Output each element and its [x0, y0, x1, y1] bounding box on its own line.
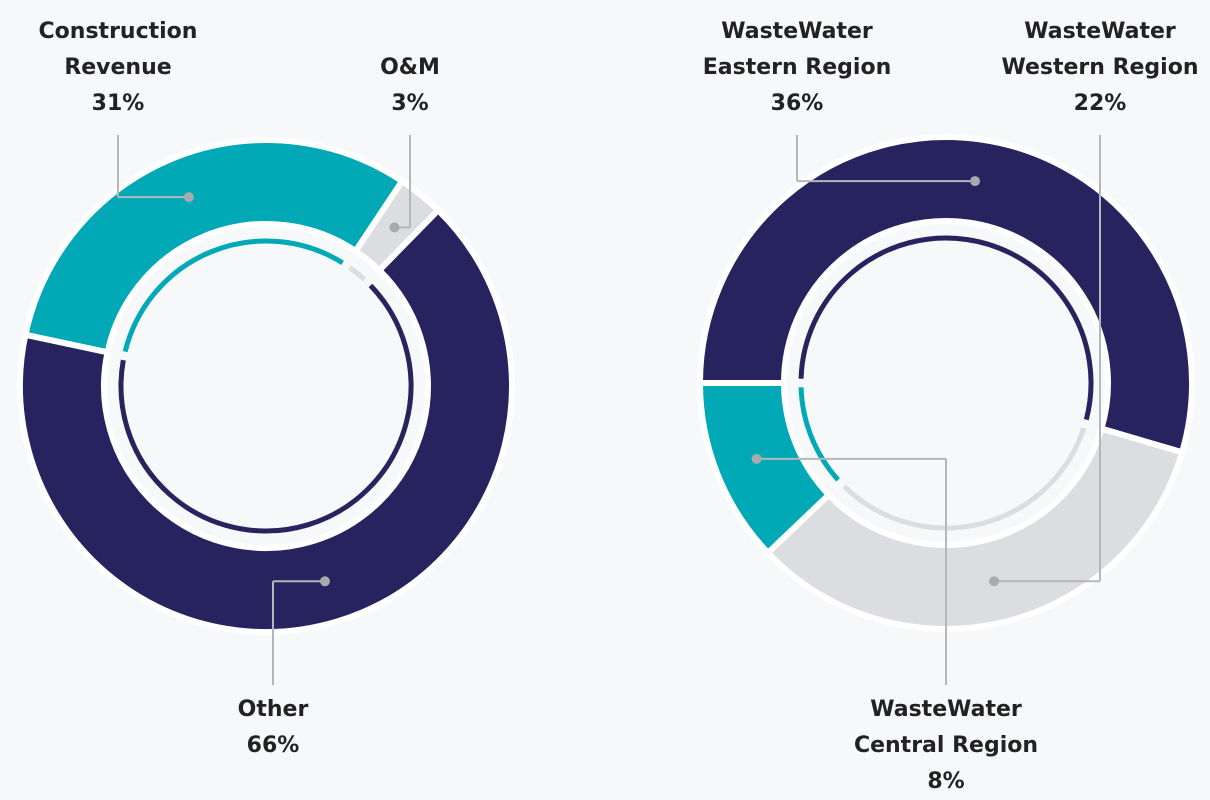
donut — [696, 134, 1195, 685]
donut-segment — [17, 205, 515, 635]
category-name: WasteWater Eastern Region — [702, 19, 892, 80]
inner-ring-arc — [348, 265, 366, 282]
leader-dot — [319, 576, 330, 587]
segment-label: WasteWater Central Region 8% — [831, 692, 1061, 800]
segment-label: O&M 3% — [295, 50, 525, 122]
donut-segment — [696, 380, 833, 558]
donut — [17, 135, 515, 685]
donut-segment — [21, 137, 407, 356]
category-name: O&M — [380, 55, 440, 80]
leader-dot — [970, 176, 981, 187]
segment-label: WasteWater Western Region 22% — [985, 14, 1210, 122]
inner-ring-arc — [122, 238, 344, 353]
segment-label: Construction Revenue 31% — [3, 14, 233, 122]
inner-ring-arc — [798, 235, 1094, 421]
category-name: Other — [237, 697, 309, 722]
inner-ring-arc — [842, 427, 1087, 531]
category-name: WasteWater Western Region — [1001, 19, 1199, 80]
value-label: 3% — [391, 91, 429, 116]
leader-dot — [183, 192, 194, 203]
leader-dot — [389, 222, 400, 233]
value-label: 22% — [1073, 91, 1127, 116]
category-name: Construction Revenue — [38, 19, 198, 80]
value-label: 31% — [91, 91, 145, 116]
inner-ring-arc — [798, 387, 840, 482]
leader-dot — [989, 576, 1000, 587]
segment-label: WasteWater Eastern Region 36% — [682, 14, 912, 122]
value-label: 36% — [770, 91, 824, 116]
leader-dot — [751, 453, 762, 464]
inner-ring-arc — [118, 283, 414, 534]
value-label: 8% — [927, 769, 965, 794]
category-name: WasteWater Central Region — [853, 697, 1039, 758]
value-label: 66% — [246, 733, 300, 758]
segment-label: Other 66% — [158, 692, 388, 764]
donut-segment — [696, 134, 1195, 457]
donut-segment — [763, 424, 1186, 632]
